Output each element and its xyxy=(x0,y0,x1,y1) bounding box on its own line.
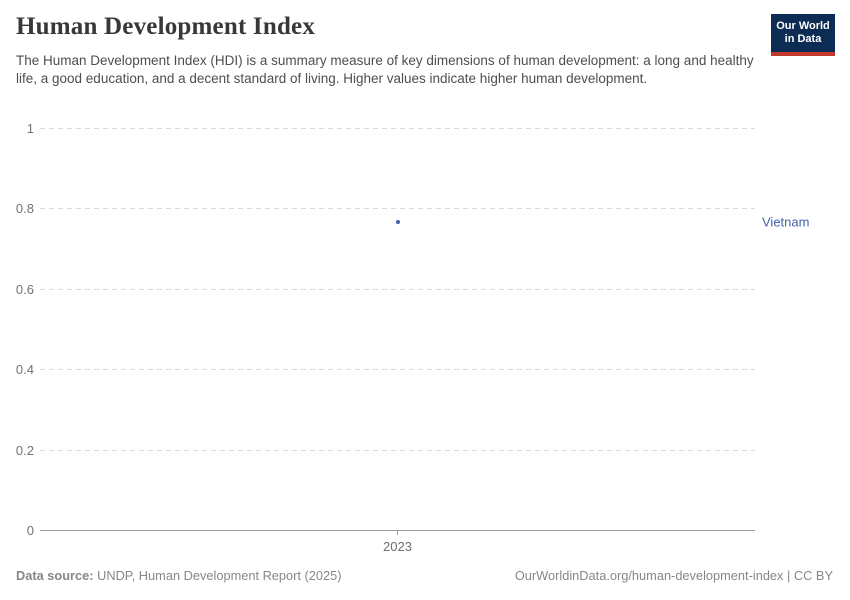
owid-logo[interactable]: Our World in Data xyxy=(771,14,835,56)
data-point-vietnam[interactable] xyxy=(395,220,400,225)
y-tick-label: 1 xyxy=(26,120,34,136)
data-source-label: Data source: xyxy=(16,568,94,583)
entity-label-vietnam[interactable]: Vietnam xyxy=(762,214,810,230)
attribution-text: OurWorldinData.org/human-development-ind… xyxy=(514,568,833,583)
owid-logo-line1: Our World xyxy=(776,20,830,32)
y-tick-label: 0.8 xyxy=(15,201,34,216)
owid-logo-line2: in Data xyxy=(784,33,822,45)
gridline xyxy=(40,288,755,290)
data-source-text: UNDP, Human Development Report (2025) xyxy=(93,568,342,583)
y-tick-label: 0.4 xyxy=(15,362,34,377)
y-tick-label: 0 xyxy=(26,523,34,538)
gridline xyxy=(40,127,755,129)
gridline xyxy=(40,208,755,209)
chart-footer: Data source: UNDP, Human Development Rep… xyxy=(16,568,833,583)
data-source-note: Data source: UNDP, Human Development Rep… xyxy=(16,568,342,583)
gridline xyxy=(40,449,755,451)
y-tick-label: 0.6 xyxy=(15,281,34,297)
x-tick-label: 2023 xyxy=(383,538,412,554)
y-tick-label: 0.2 xyxy=(15,442,34,458)
x-tick-mark xyxy=(397,530,398,535)
gridline xyxy=(40,369,755,370)
page-title: Human Development Index xyxy=(16,13,316,40)
chart-subtitle: The Human Development Index (HDI) is a s… xyxy=(16,53,754,86)
